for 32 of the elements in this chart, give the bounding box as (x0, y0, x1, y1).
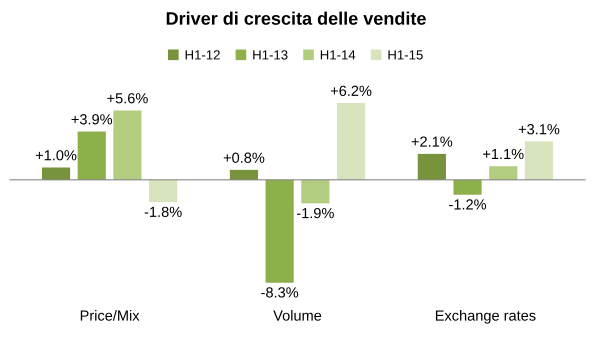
chart-title: Driver di crescita delle vendite (166, 12, 426, 25)
data-label: +2.1% (412, 136, 452, 147)
data-label: -1.9% (296, 208, 334, 218)
data-label: -1.8% (144, 206, 182, 218)
legend-label: H1-15 (388, 50, 423, 60)
data-label: +1.0% (36, 150, 76, 160)
data-label: +1.1% (483, 148, 524, 160)
bar (524, 141, 554, 180)
bar (489, 166, 518, 180)
data-label: +0.8% (224, 152, 264, 163)
x-tick-label: Price/Mix (80, 310, 140, 321)
data-label: +3.1% (518, 124, 560, 134)
legend-label: H1-14 (320, 50, 356, 60)
bar (301, 180, 330, 204)
bar (453, 180, 482, 195)
data-label: +3.9% (72, 114, 112, 124)
bar (230, 170, 258, 180)
bar (149, 180, 178, 202)
bar (266, 180, 294, 283)
bar (418, 154, 446, 180)
data-label: +5.6% (107, 93, 148, 104)
bar (336, 103, 366, 180)
data-label: -8.3% (261, 287, 298, 298)
data-label: +6.2% (330, 86, 372, 96)
bar (113, 110, 142, 180)
bar (42, 167, 70, 180)
legend-label: H1-13 (253, 50, 288, 60)
x-tick-label: Exchange rates (436, 310, 536, 324)
legend-label: H1-12 (186, 50, 220, 60)
bar (78, 132, 106, 180)
x-tick-label: Volume (273, 310, 322, 321)
data-label: -1.2% (449, 199, 486, 210)
